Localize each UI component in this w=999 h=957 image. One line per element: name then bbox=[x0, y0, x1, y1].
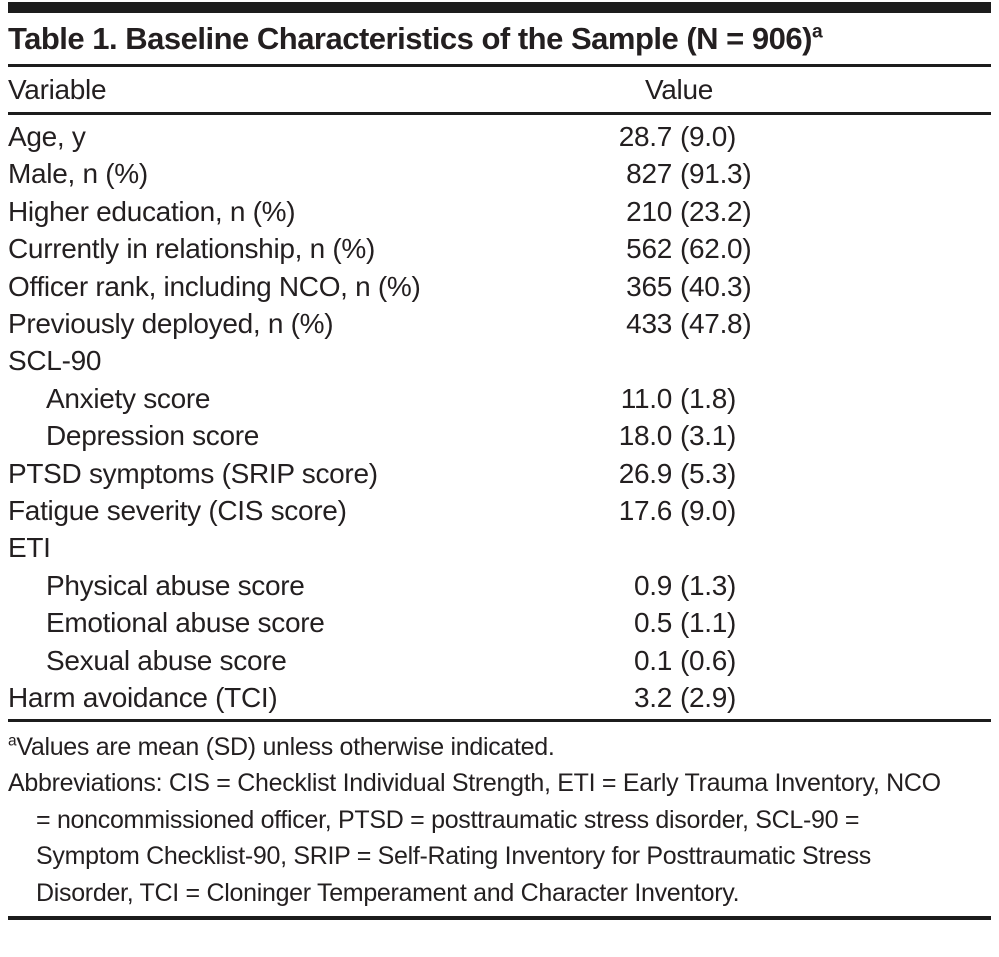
column-header-value-cell: Value bbox=[609, 74, 991, 106]
table-footnotes: aValues are mean (SD) unless otherwise i… bbox=[8, 722, 991, 920]
row-value-mean: 562 bbox=[626, 233, 672, 265]
table-row: Depression score 18.0 (3.1) bbox=[8, 417, 991, 454]
table-row: Age, y 28.7 (9.0) bbox=[8, 118, 991, 155]
table-row: Harm avoidance (TCI) 3.2 (2.9) bbox=[8, 679, 991, 716]
row-value-sd: (23.2) bbox=[680, 195, 752, 227]
row-label: Anxiety score bbox=[46, 382, 211, 414]
row-value: 0.1 (0.6) bbox=[609, 642, 991, 679]
title-footnote-marker: a bbox=[811, 21, 823, 43]
column-header-variable: Variable bbox=[8, 73, 107, 105]
row-value: 0.9 (1.3) bbox=[609, 567, 991, 604]
row-label: Harm avoidance (TCI) bbox=[8, 682, 278, 714]
row-value: 827 (91.3) bbox=[609, 155, 991, 192]
row-value: 433 (47.8) bbox=[609, 305, 991, 342]
row-value-sd: (9.0) bbox=[680, 121, 737, 152]
row-value-sd: (9.0) bbox=[680, 495, 737, 527]
row-label: Physical abuse score bbox=[46, 569, 305, 601]
footnote-abbreviations-text: Abbreviations: CIS = Checklist Individua… bbox=[8, 769, 941, 907]
row-label: Age, y bbox=[8, 121, 86, 152]
section-header-row: ETI bbox=[8, 529, 991, 566]
row-label: Sexual abuse score bbox=[46, 644, 287, 676]
row-value-mean: 0.1 bbox=[633, 644, 672, 676]
table-row: Officer rank, including NCO, n (%) 365 (40… bbox=[8, 268, 991, 305]
row-value-sd: (62.0) bbox=[680, 233, 752, 265]
footnote-marker: a bbox=[8, 732, 17, 750]
row-value-mean: 28.7 bbox=[618, 121, 673, 152]
row-value: 3.2 (2.9) bbox=[609, 679, 991, 716]
row-label: SCL-90 bbox=[8, 345, 102, 377]
row-value-mean: 0.9 bbox=[633, 569, 672, 601]
table-row: Fatigue severity (CIS score) 17.6 (9.0) bbox=[8, 492, 991, 529]
row-value-sd: (3.1) bbox=[680, 420, 737, 452]
table-body: Age, y 28.7 (9.0) Male, n (%) 827 (91.3) Highe… bbox=[8, 115, 991, 722]
row-value-mean: 210 bbox=[626, 195, 672, 227]
table-title-text: Table 1. Baseline Characteristics of the… bbox=[8, 21, 812, 56]
row-value-sd: (0.6) bbox=[680, 644, 737, 676]
table-row: Male, n (%) 827 (91.3) bbox=[8, 155, 991, 192]
table-row: Currently in relationship, n (%) 562 (62.0… bbox=[8, 230, 991, 267]
row-value: 26.9 (5.3) bbox=[609, 455, 991, 492]
row-value-mean: 0.5 bbox=[633, 607, 672, 639]
column-header-row: Variable Value bbox=[8, 67, 991, 115]
row-value: 11.0 (1.8) bbox=[609, 380, 991, 417]
row-value-sd: (47.8) bbox=[680, 308, 752, 340]
section-header-row: SCL-90 bbox=[8, 342, 991, 379]
row-value: 0.5 (1.1) bbox=[609, 604, 991, 641]
row-value-mean: 433 bbox=[626, 308, 672, 340]
row-label: Officer rank, including NCO, n (%) bbox=[8, 270, 421, 302]
row-label: ETI bbox=[8, 532, 51, 564]
row-label: Higher education, n (%) bbox=[8, 195, 296, 227]
row-value: 562 (62.0) bbox=[609, 230, 991, 267]
row-value-mean: 11.0 bbox=[620, 382, 673, 414]
row-label: Previously deployed, n (%) bbox=[8, 308, 334, 340]
row-value: 18.0 (3.1) bbox=[609, 417, 991, 454]
row-value-sd: (1.1) bbox=[680, 607, 737, 639]
table-row: Anxiety score 11.0 (1.8) bbox=[8, 380, 991, 417]
row-value-mean: 26.9 bbox=[618, 457, 673, 489]
row-value: 365 (40.3) bbox=[609, 268, 991, 305]
table-row: Emotional abuse score 0.5 (1.1) bbox=[8, 604, 991, 641]
table-row: PTSD symptoms (SRIP score) 26.9 (5.3) bbox=[8, 455, 991, 492]
row-label: PTSD symptoms (SRIP score) bbox=[8, 457, 378, 489]
table-row: Sexual abuse score 0.1 (0.6) bbox=[8, 642, 991, 679]
row-value: 210 (23.2) bbox=[609, 193, 991, 230]
row-label: Male, n (%) bbox=[8, 158, 148, 190]
row-label: Currently in relationship, n (%) bbox=[8, 233, 375, 265]
row-value-sd: (5.3) bbox=[680, 457, 737, 489]
row-label: Fatigue severity (CIS score) bbox=[8, 495, 347, 527]
row-value-sd: (91.3) bbox=[680, 158, 752, 190]
table-top-rule bbox=[8, 2, 991, 13]
table-title: Table 1. Baseline Characteristics of the… bbox=[8, 13, 991, 67]
footnote-abbreviations: Abbreviations: CIS = Checklist Individua… bbox=[8, 765, 941, 911]
row-value: 17.6 (9.0) bbox=[609, 492, 991, 529]
row-value-sd: (2.9) bbox=[680, 682, 737, 714]
row-value-sd: (1.8) bbox=[680, 382, 737, 414]
row-value-mean: 365 bbox=[626, 270, 672, 302]
row-label: Depression score bbox=[46, 420, 260, 452]
row-value-mean: 18.0 bbox=[618, 420, 673, 452]
footnote-values-text: Values are mean (SD) unless otherwise in… bbox=[16, 732, 555, 761]
footnote-values: aValues are mean (SD) unless otherwise i… bbox=[8, 729, 991, 766]
row-value: 28.7 (9.0) bbox=[609, 118, 991, 155]
row-value-mean: 827 bbox=[626, 158, 672, 190]
column-header-value: Value bbox=[644, 73, 714, 105]
row-value-mean: 17.6 bbox=[618, 495, 673, 527]
row-value-sd: (40.3) bbox=[680, 270, 752, 302]
row-label: Emotional abuse score bbox=[46, 607, 325, 639]
table-row: Higher education, n (%) 210 (23.2) bbox=[8, 193, 991, 230]
row-value-mean: 3.2 bbox=[633, 682, 672, 714]
row-value-sd: (1.3) bbox=[680, 569, 737, 601]
table-row: Physical abuse score 0.9 (1.3) bbox=[8, 567, 991, 604]
table-row: Previously deployed, n (%) 433 (47.8) bbox=[8, 305, 991, 342]
